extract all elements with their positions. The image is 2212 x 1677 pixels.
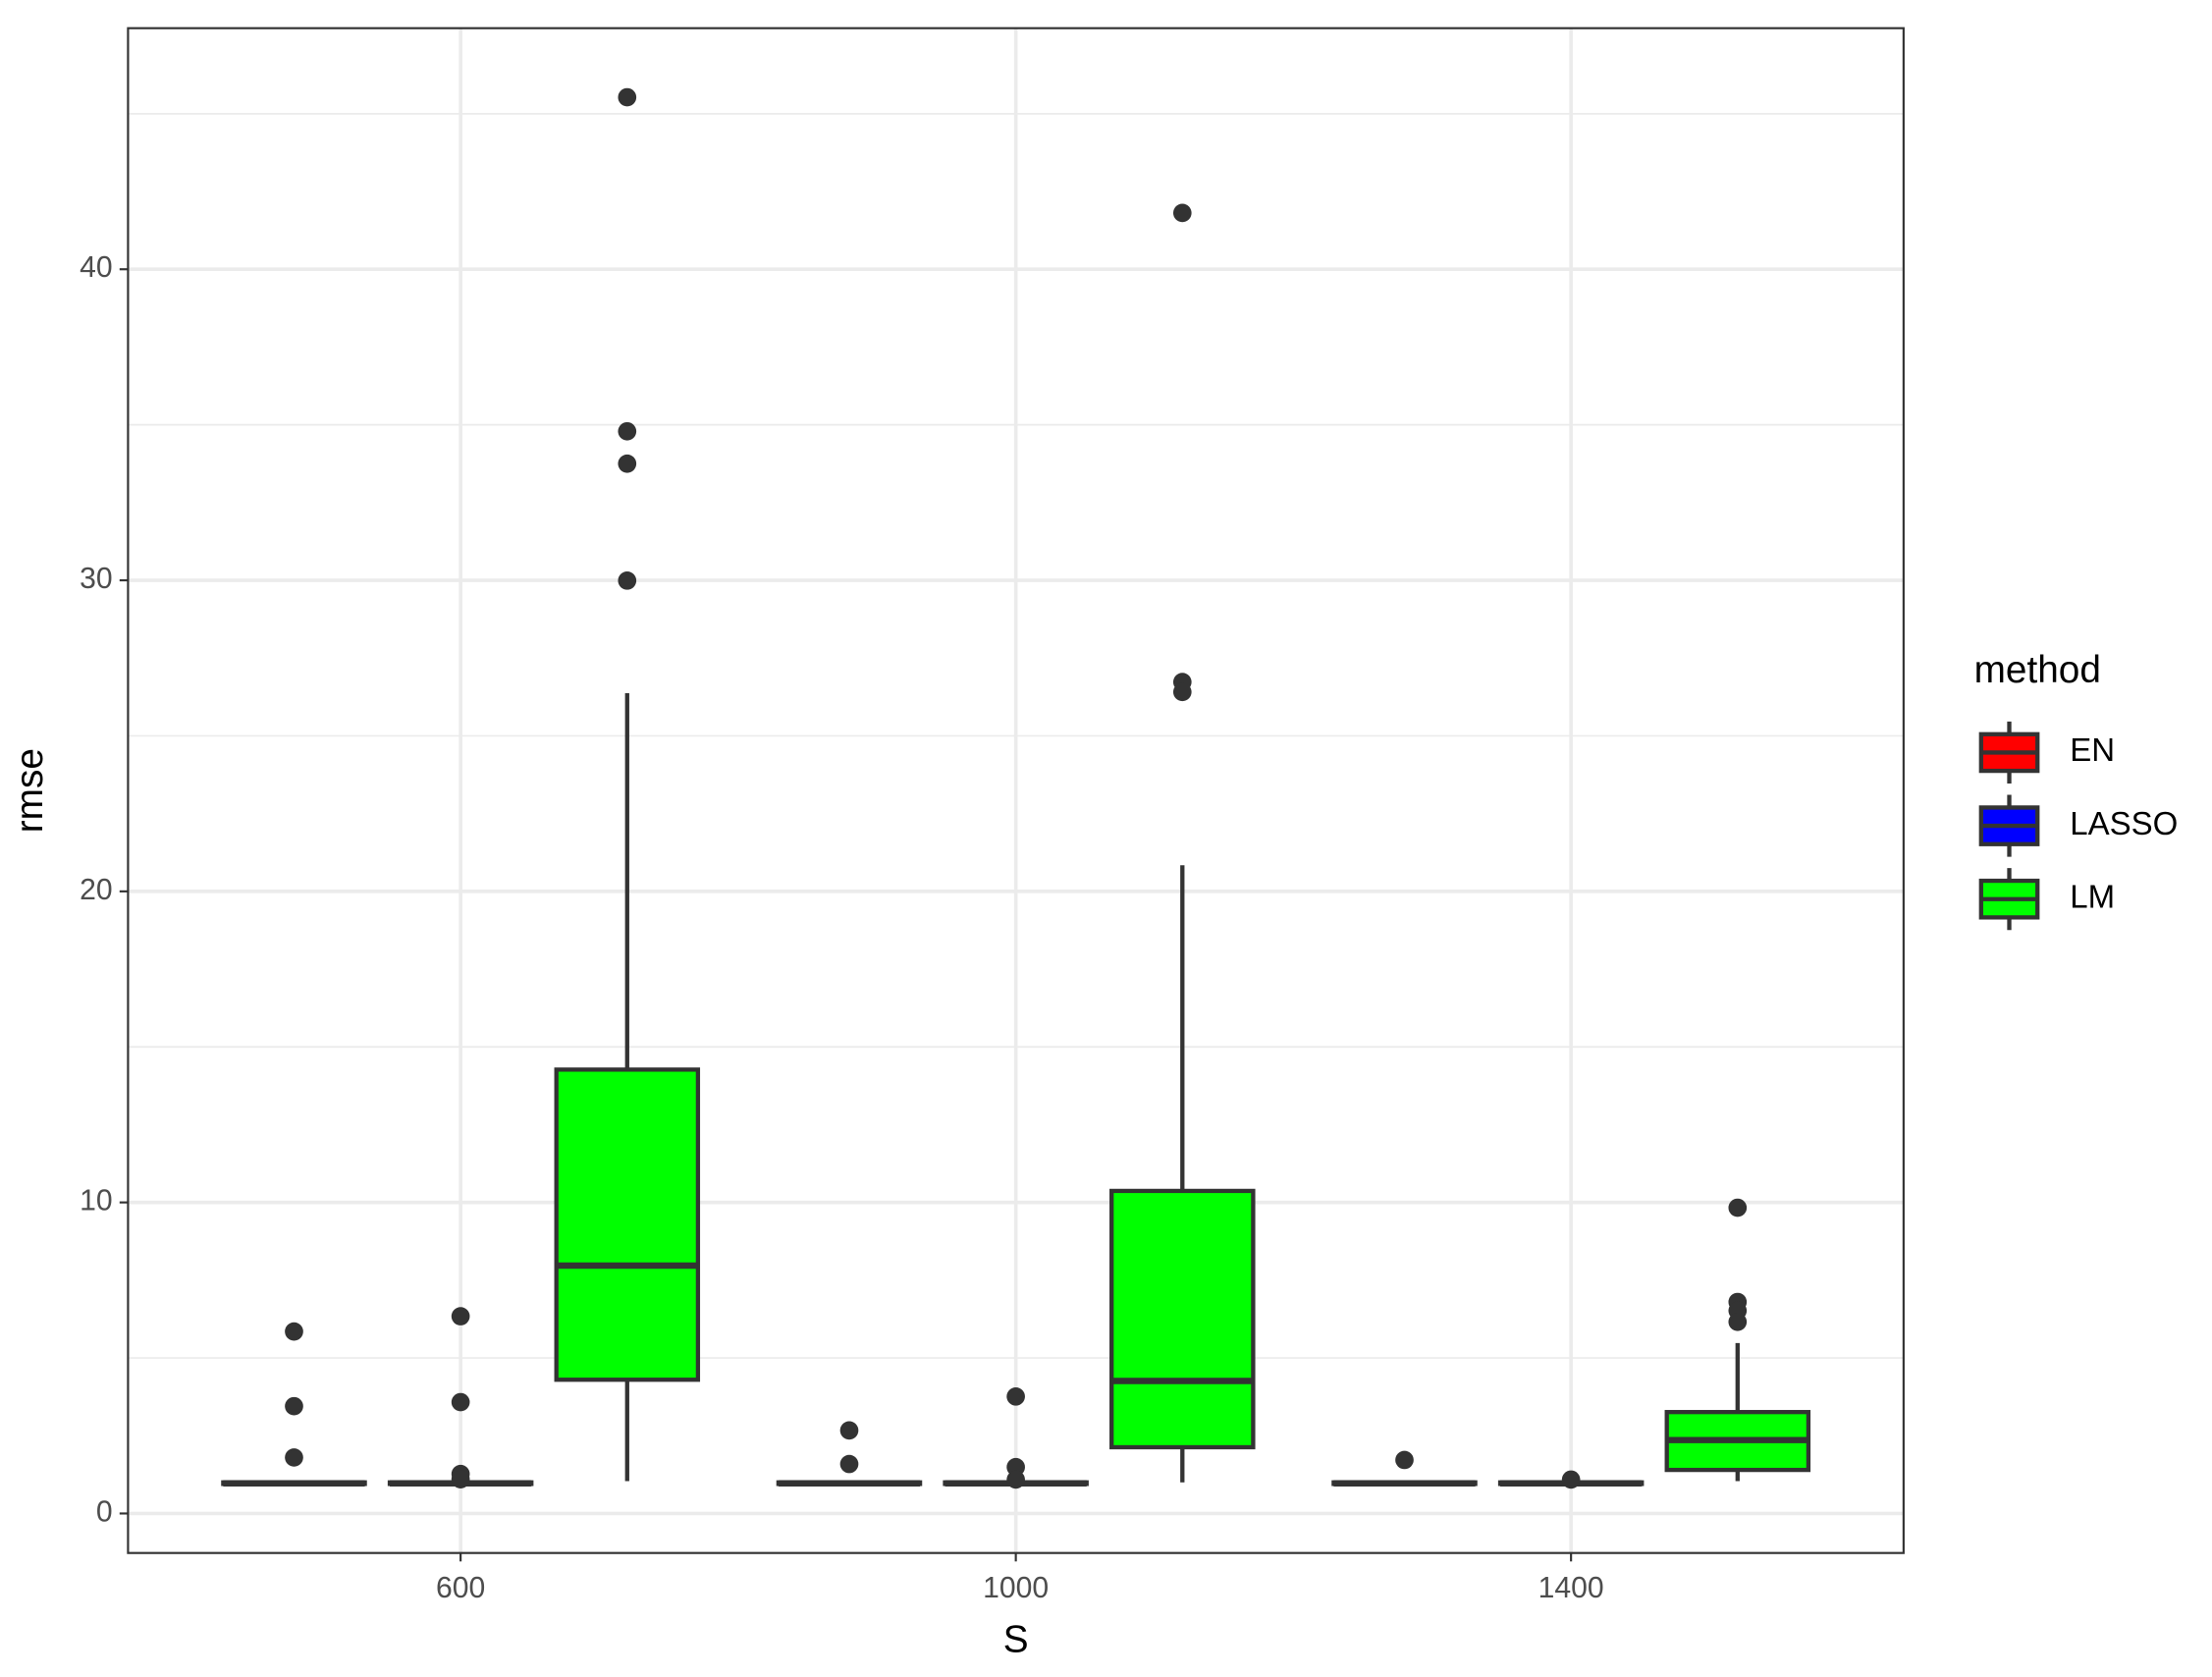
box — [554, 1067, 701, 1382]
x-tick-label: 1400 — [1538, 1572, 1604, 1604]
outlier — [451, 1392, 470, 1412]
outlier — [839, 1454, 859, 1474]
x-tick-label: 1000 — [983, 1572, 1049, 1604]
y-tick-label: 30 — [80, 563, 113, 595]
legend-label: EN — [2070, 731, 2115, 768]
legend-label: LM — [2070, 878, 2115, 914]
x-axis-title: S — [1003, 1618, 1029, 1660]
y-tick-label: 40 — [80, 251, 113, 284]
outlier — [1395, 1450, 1414, 1470]
outlier — [1172, 203, 1192, 223]
outlier — [1172, 682, 1192, 702]
outlier — [1728, 1198, 1748, 1217]
outlier — [285, 1322, 303, 1341]
outlier — [1728, 1312, 1748, 1331]
y-axis-title: rmse — [9, 748, 51, 833]
outlier — [618, 421, 637, 441]
y-tick-label: 0 — [96, 1495, 113, 1528]
outlier — [285, 1396, 303, 1416]
outlier — [1006, 1470, 1025, 1489]
outlier — [285, 1448, 303, 1467]
y-tick-label: 10 — [80, 1185, 113, 1217]
grid — [128, 27, 1904, 1553]
outlier — [618, 87, 637, 107]
outlier — [618, 571, 637, 590]
outlier — [451, 1307, 470, 1325]
x-tick-label: 600 — [436, 1572, 485, 1604]
outlier — [1561, 1470, 1581, 1489]
legend-title: method — [1974, 649, 2101, 691]
box — [1109, 1188, 1256, 1450]
outlier — [839, 1421, 859, 1440]
marks — [221, 87, 1811, 1489]
legend-label: LASSO — [2070, 805, 2178, 841]
outlier — [1006, 1387, 1025, 1406]
outlier — [618, 454, 637, 473]
y-tick-label: 20 — [80, 874, 113, 906]
outlier — [451, 1470, 470, 1488]
